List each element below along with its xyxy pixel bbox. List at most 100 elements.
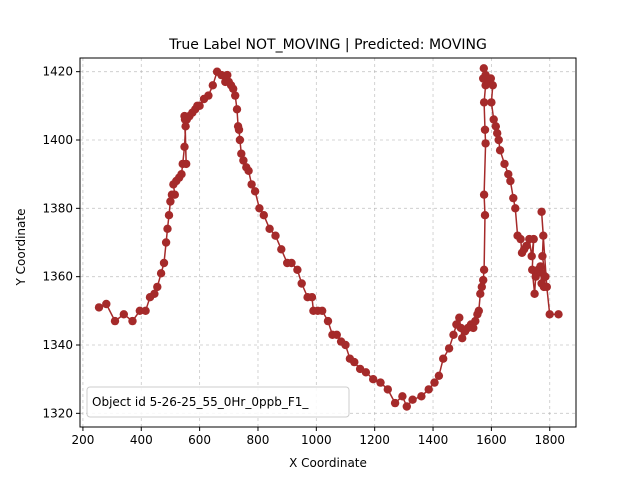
- data-point: [390, 398, 400, 408]
- data-point: [527, 252, 536, 261]
- data-point: [161, 238, 171, 247]
- data-point: [491, 122, 500, 131]
- data-point: [217, 70, 226, 80]
- axes-frame: [79, 57, 577, 428]
- data-point: [500, 159, 509, 169]
- x-axis-label: X Coordinate: [289, 456, 367, 470]
- data-point: [545, 310, 554, 319]
- x-tick-label: 1200: [359, 433, 390, 447]
- data-point: [110, 316, 120, 326]
- data-point: [135, 306, 144, 315]
- data-point: [417, 392, 426, 401]
- data-point: [237, 149, 246, 158]
- data-point: [181, 122, 190, 131]
- data-point: [341, 340, 350, 350]
- y-tick-label: 1380: [42, 201, 73, 215]
- data-point: [141, 306, 150, 315]
- data-point: [481, 139, 490, 148]
- data-point: [231, 91, 240, 100]
- data-point: [128, 316, 137, 326]
- data-point: [537, 207, 546, 216]
- data-point: [455, 313, 464, 322]
- x-tick-label: 1000: [301, 433, 332, 447]
- data-point: [538, 252, 547, 261]
- data-point: [223, 70, 232, 80]
- x-tick-label: 800: [247, 433, 270, 447]
- data-point: [244, 166, 253, 175]
- data-point: [531, 272, 540, 281]
- x-tick-label: 400: [130, 433, 153, 447]
- data-point: [529, 234, 538, 244]
- data-point: [332, 330, 341, 339]
- data-point: [439, 354, 448, 363]
- data-point: [229, 84, 238, 94]
- data-point: [361, 368, 371, 377]
- data-point: [163, 224, 172, 233]
- data-point: [511, 204, 520, 213]
- legend-frame: [86, 386, 350, 418]
- data-point: [250, 187, 260, 196]
- data-point: [234, 125, 244, 134]
- data-point: [287, 258, 296, 268]
- data-point: [430, 378, 439, 387]
- data-point: [506, 176, 515, 186]
- data-point: [542, 282, 551, 292]
- y-tick-label: 1400: [42, 133, 73, 147]
- data-point: [94, 303, 104, 312]
- data-point: [247, 180, 256, 189]
- data-point: [408, 395, 417, 404]
- y-axis-ticks: 1320 1340 1360 1380 1400 1420: [42, 65, 80, 420]
- data-point: [509, 193, 518, 203]
- data-point: [323, 316, 333, 326]
- data-point: [153, 282, 162, 292]
- data-point: [479, 275, 488, 285]
- data-point: [434, 371, 444, 380]
- data-point: [208, 81, 217, 90]
- data-point: [479, 265, 489, 274]
- data-point: [164, 211, 174, 220]
- chart-title: True Label NOT_MOVING | Predicted: MOVIN…: [168, 37, 487, 53]
- data-point: [449, 330, 458, 339]
- x-tick-label: 1600: [476, 433, 507, 447]
- data-point: [376, 378, 385, 387]
- x-tick-label: 600: [188, 433, 211, 447]
- data-point: [350, 357, 359, 367]
- data-point: [204, 91, 213, 100]
- data-point: [504, 170, 513, 179]
- data-point: [474, 306, 483, 315]
- data-point: [195, 101, 204, 111]
- data-point: [150, 289, 159, 298]
- data-point: [277, 245, 286, 254]
- data-point: [486, 74, 495, 83]
- trajectory-points: [94, 64, 563, 411]
- legend-text: Object id 5-26-25_55_0Hr_0ppb_F1_: [92, 395, 309, 409]
- y-tick-label: 1320: [42, 406, 73, 420]
- data-point: [159, 258, 169, 268]
- data-point: [494, 135, 503, 145]
- data-point: [479, 64, 488, 73]
- data-point: [402, 402, 411, 411]
- data-point: [166, 197, 175, 206]
- data-point: [265, 224, 274, 233]
- data-point: [480, 125, 490, 134]
- data-point: [477, 282, 486, 292]
- data-point: [177, 170, 186, 179]
- data-point: [293, 265, 302, 274]
- data-point: [156, 269, 166, 278]
- y-tick-label: 1360: [42, 270, 73, 284]
- data-point: [170, 190, 179, 199]
- data-point: [476, 289, 485, 298]
- data-point: [487, 98, 496, 107]
- data-point: [444, 344, 454, 353]
- data-point: [469, 323, 478, 333]
- data-point: [495, 146, 505, 155]
- data-point: [541, 272, 550, 281]
- data-point: [239, 156, 248, 165]
- data-point: [471, 316, 480, 326]
- data-point: [479, 98, 489, 107]
- data-point: [235, 135, 245, 145]
- data-point: [102, 299, 111, 309]
- data-point: [522, 241, 531, 251]
- data-point: [119, 310, 128, 319]
- legend-box: Object id 5-26-25_55_0Hr_0ppb_F1_: [86, 386, 350, 418]
